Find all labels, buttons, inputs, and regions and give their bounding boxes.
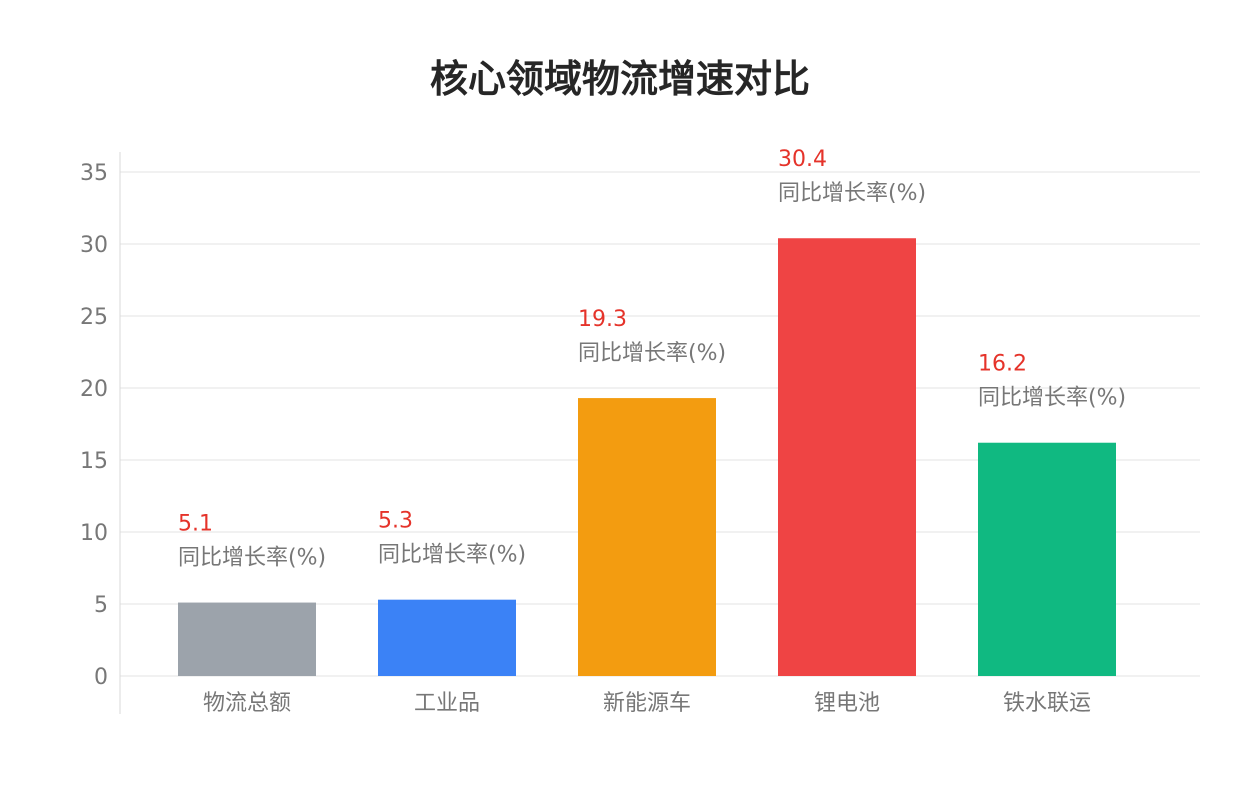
bar-note-label: 同比增长率(%): [178, 546, 326, 571]
bar: [978, 442, 1116, 676]
y-tick-label: 0: [94, 665, 108, 690]
bar: [778, 238, 916, 677]
x-tick-label: 工业品: [414, 691, 480, 716]
bar-note-label: 同比增长率(%): [578, 341, 726, 366]
y-tick-label: 10: [80, 521, 108, 546]
bar-value-label: 30.4: [778, 147, 827, 172]
y-tick-label: 20: [80, 377, 108, 402]
bar-note-label: 同比增长率(%): [778, 181, 926, 206]
bar-value-label: 16.2: [978, 352, 1027, 377]
x-tick-label: 新能源车: [603, 691, 691, 716]
y-tick-label: 30: [80, 233, 108, 258]
bar-value-label: 5.1: [178, 512, 213, 537]
x-tick-label: 锂电池: [814, 691, 880, 716]
bar-layer: [178, 238, 1116, 677]
y-tick-label: 15: [80, 449, 108, 474]
bar-note-label: 同比增长率(%): [978, 386, 1126, 411]
bar: [178, 602, 316, 676]
bar: [578, 398, 716, 676]
bar: [378, 599, 516, 676]
bar-value-label: 19.3: [578, 307, 627, 332]
bar-note-label: 同比增长率(%): [378, 543, 526, 568]
chart-title: 核心领域物流增速对比: [429, 57, 810, 101]
x-tick-label: 物流总额: [203, 691, 291, 716]
y-tick-label: 35: [80, 161, 108, 186]
axis-layer: 0 5 10 15 20 25 30 35 物流总额 工业品 新能源车 锂电池 铁水联运: [80, 152, 1091, 716]
y-tick-label: 25: [80, 305, 108, 330]
y-tick-label: 5: [94, 593, 108, 618]
x-tick-label: 铁水联运: [1003, 691, 1091, 716]
bar-value-label: 5.3: [378, 509, 413, 534]
label-layer: 5.1 同比增长率(%) 5.3 同比增长率(%) 19.3 同比增长率(%) 30.4 同比…: [178, 147, 1126, 570]
